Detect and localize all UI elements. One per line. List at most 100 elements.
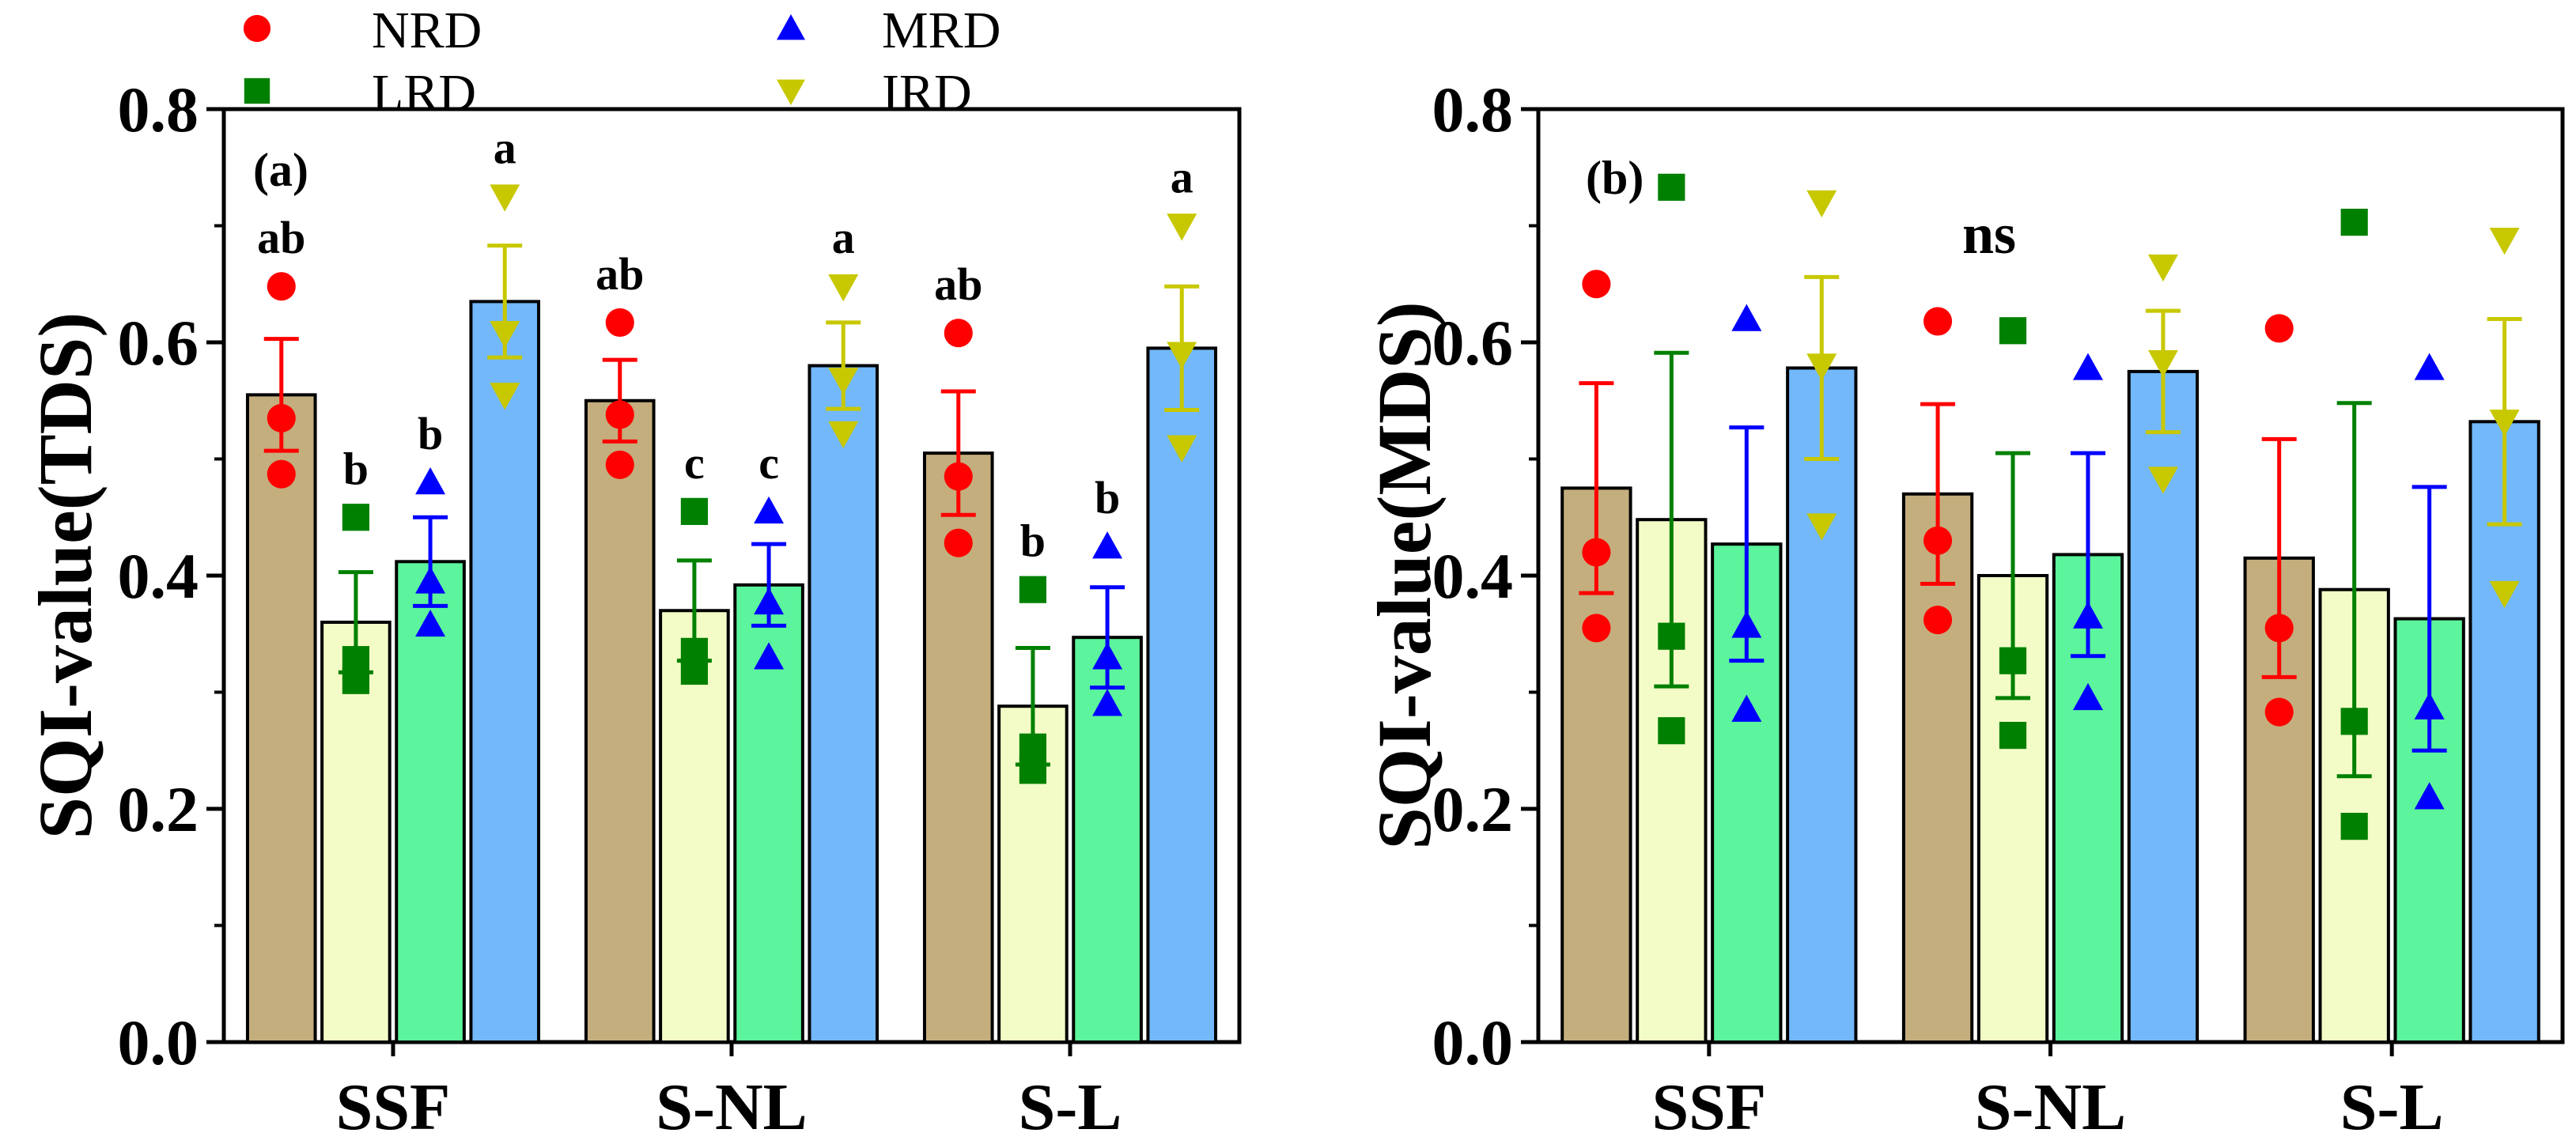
data-point-nrd	[605, 308, 634, 337]
y-tick-label: 0.8	[1432, 74, 1514, 145]
significance-letter: ab	[257, 212, 305, 263]
data-point-lrd	[2340, 708, 2368, 735]
data-point-mrd	[415, 467, 446, 495]
data-point-mrd	[2072, 353, 2103, 380]
data-point-ird	[2147, 349, 2178, 378]
data-point-mrd	[1731, 304, 1762, 331]
data-point-lrd	[680, 497, 709, 525]
data-point-mrd	[2414, 353, 2445, 380]
data-point-nrd	[944, 462, 973, 491]
x-category-label: SSF	[1651, 1071, 1766, 1133]
data-point-mrd	[754, 587, 785, 615]
bar-ird-ssf	[469, 300, 541, 1044]
panel-tag: (a)	[253, 144, 308, 196]
data-point-nrd	[605, 450, 634, 479]
y-tick-label: 0.2	[1432, 773, 1514, 845]
data-point-lrd	[1999, 317, 2027, 345]
data-point-lrd	[1019, 757, 1047, 784]
bar-ird-s-l	[2468, 420, 2540, 1044]
y-tick-label: 0.2	[118, 773, 199, 845]
data-point-ird	[828, 421, 859, 449]
data-point-mrd	[2072, 601, 2103, 629]
data-point-mrd	[2414, 692, 2445, 719]
data-point-mrd	[415, 609, 446, 637]
bar-nrd-s-nl	[584, 398, 656, 1044]
significance-letter: b	[1095, 472, 1120, 523]
data-point-nrd	[605, 400, 634, 429]
data-point-nrd	[1923, 526, 1953, 555]
bar-ird-s-nl	[808, 364, 879, 1044]
data-point-nrd	[2264, 614, 2294, 643]
legend-label-mrd: MRD	[882, 2, 1001, 59]
data-point-lrd	[1658, 173, 1685, 201]
legend-label-lrd: LRD	[372, 64, 476, 122]
significance-letter: b	[418, 408, 443, 459]
significance-letter: c	[684, 437, 705, 489]
data-point-nrd	[1923, 606, 1953, 635]
data-point-mrd	[415, 566, 446, 594]
data-point-mrd	[1092, 642, 1123, 670]
legend-marker-mrd	[777, 14, 805, 40]
data-point-ird	[490, 321, 520, 349]
data-point-nrd	[1582, 614, 1611, 643]
y-tick-label: 0.4	[1432, 540, 1514, 612]
data-point-mrd	[2414, 782, 2445, 810]
legend-marker-lrd	[244, 77, 270, 104]
y-tick-label: 0.4	[118, 540, 199, 612]
data-point-lrd	[1019, 733, 1047, 761]
x-category-label: S-L	[2340, 1071, 2444, 1133]
significance-letter: ab	[934, 259, 982, 310]
significance-letter: a	[832, 212, 855, 263]
data-point-nrd	[944, 528, 973, 557]
data-point-ird	[828, 274, 859, 302]
x-category-label: SSF	[336, 1071, 451, 1133]
data-point-mrd	[1731, 694, 1762, 722]
ns-annotation: ns	[1962, 202, 2016, 266]
data-point-nrd	[1923, 307, 1953, 336]
data-point-ird	[1806, 190, 1837, 217]
legend-marker-ird	[777, 79, 805, 105]
data-point-ird	[1806, 353, 1837, 381]
data-point-nrd	[267, 403, 296, 432]
data-point-mrd	[1092, 689, 1123, 716]
y-tick-label: 0.0	[1432, 1006, 1514, 1078]
y-tick-label: 0.8	[118, 74, 199, 145]
data-point-nrd	[944, 319, 973, 348]
data-point-ird	[828, 368, 859, 395]
data-point-ird	[1167, 213, 1197, 241]
data-point-lrd	[2340, 813, 2368, 840]
data-point-ird	[2147, 254, 2178, 282]
data-point-ird	[1167, 342, 1197, 369]
data-point-nrd	[1582, 270, 1611, 299]
significance-letter: a	[1171, 152, 1193, 203]
legend-label-nrd: NRD	[372, 2, 482, 59]
data-point-nrd	[267, 459, 296, 489]
data-point-lrd	[1999, 647, 2027, 674]
bar-nrd-ssf	[245, 393, 317, 1044]
bar-ird-ssf	[1786, 366, 1858, 1044]
data-point-lrd	[1658, 622, 1685, 650]
y-tick-label: 0.6	[118, 307, 199, 379]
y-axis-label: SQI-value(MDS)	[1362, 301, 1447, 849]
data-point-nrd	[2264, 697, 2294, 727]
data-point-mrd	[754, 496, 785, 524]
data-point-ird	[1167, 435, 1197, 463]
bar-ird-s-l	[1146, 346, 1218, 1044]
data-point-nrd	[1582, 538, 1611, 567]
panel-b-chart: 0.0 0.2 0.4 0.6 0.8 SQI-value(MDS) (b) ns SSF S-N…	[1362, 74, 2565, 1133]
data-point-ird	[2489, 228, 2520, 255]
y-tick-label: 0.6	[1432, 307, 1514, 379]
data-point-nrd	[2264, 314, 2294, 343]
data-point-lrd	[1999, 721, 2027, 750]
x-category-label: S-NL	[656, 1071, 807, 1133]
bar-mrd-ssf	[395, 560, 466, 1044]
x-category-label: S-L	[1019, 1071, 1122, 1133]
panel-tag: (b)	[1586, 152, 1644, 204]
data-point-ird	[2147, 466, 2178, 494]
data-point-ird	[490, 184, 520, 212]
significance-letter: b	[343, 443, 369, 494]
data-point-ird	[1806, 513, 1837, 541]
data-point-ird	[490, 383, 520, 410]
